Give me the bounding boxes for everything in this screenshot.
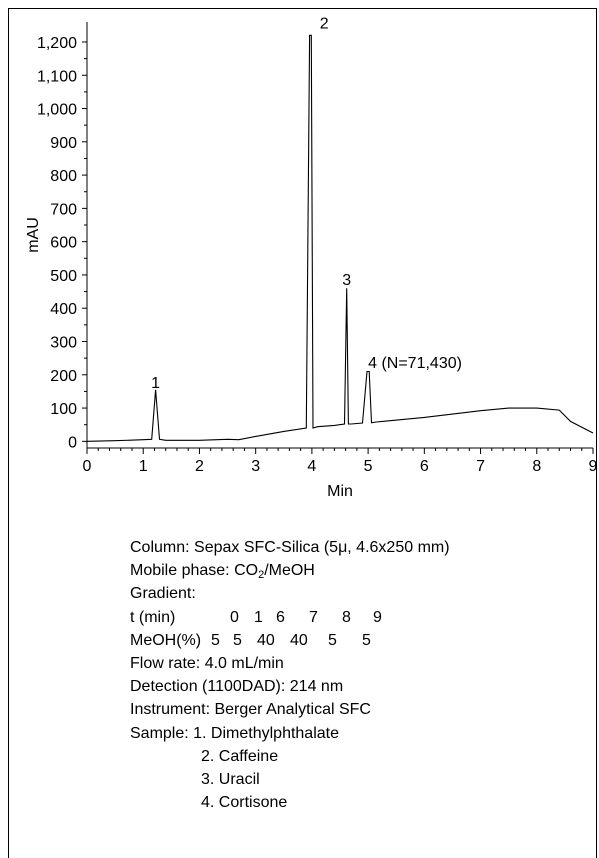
y-tick-label: 1,000 bbox=[37, 102, 77, 119]
y-tick-label: 600 bbox=[50, 235, 77, 252]
gradient-time-row: t (min) 0 1 6 7 8 9 bbox=[130, 606, 450, 629]
flow-rate-note: Flow rate: 4.0 mL/min bbox=[130, 654, 284, 672]
detection-note: Detection (1100DAD): 214 nm bbox=[130, 678, 344, 696]
y-tick-label: 0 bbox=[68, 434, 77, 451]
gradient-meoh-value: 5 bbox=[362, 631, 371, 649]
gradient-meoh-value: 5 bbox=[211, 631, 220, 649]
y-tick-label: 700 bbox=[50, 201, 77, 218]
gradient-heading: Gradient: bbox=[130, 585, 196, 603]
peak-annotation: 3 bbox=[342, 272, 351, 289]
gradient-time-value: 0 bbox=[230, 608, 239, 626]
x-tick-label: 0 bbox=[83, 458, 92, 475]
mobile-phase-suffix: /MeOH bbox=[264, 562, 315, 580]
gradient-meoh-value: 40 bbox=[257, 631, 275, 649]
y-tick-label: 100 bbox=[50, 401, 77, 418]
y-tick-label: 800 bbox=[50, 168, 77, 185]
sample-item: 4. Cortisone bbox=[201, 794, 288, 812]
instrument-note: Instrument: Berger Analytical SFC bbox=[130, 701, 371, 719]
x-axis-label: Min bbox=[327, 483, 353, 500]
peak-annotation: 2 bbox=[320, 16, 329, 33]
y-tick-label: 500 bbox=[50, 268, 77, 285]
gradient-meoh-value: 5 bbox=[233, 631, 242, 649]
x-tick-label: 3 bbox=[251, 458, 260, 475]
mobile-phase-note: Mobile phase: CO2/MeOH bbox=[130, 559, 450, 582]
method-notes: Column: Sepax SFC-Silica (5μ, 4.6x250 mm… bbox=[130, 536, 450, 814]
y-tick-label: 900 bbox=[50, 135, 77, 152]
sample-heading: Sample: 1. Dimethylphthalate bbox=[130, 724, 339, 742]
x-tick-label: 2 bbox=[195, 458, 204, 475]
x-tick-label: 7 bbox=[476, 458, 485, 475]
x-tick-label: 8 bbox=[532, 458, 541, 475]
sample-item: 2. Caffeine bbox=[201, 747, 279, 765]
y-tick-label: 1,200 bbox=[37, 35, 77, 52]
y-tick-label: 1,100 bbox=[37, 68, 77, 85]
gradient-meoh-value: 40 bbox=[290, 631, 308, 649]
x-tick-label: 1 bbox=[139, 458, 148, 475]
gradient-meoh-row: MeOH(%) 5 5 40 40 5 5 bbox=[130, 629, 450, 652]
y-axis-label: mAU bbox=[25, 217, 42, 253]
gradient-time-label: t (min) bbox=[130, 608, 176, 626]
gradient-time-value: 1 bbox=[254, 608, 263, 626]
x-tick-label: 5 bbox=[364, 458, 373, 475]
x-tick-label: 9 bbox=[589, 458, 598, 475]
x-tick-label: 6 bbox=[420, 458, 429, 475]
x-tick-label: 4 bbox=[307, 458, 316, 475]
chromatogram-chart: 0 100 200 300 400 500 600 700 800 900 1,000 1,100 1,… bbox=[25, 16, 598, 500]
peak-annotation: 1 bbox=[151, 375, 160, 392]
gradient-time-value: 7 bbox=[309, 608, 318, 626]
chromatogram-trace bbox=[86, 34, 594, 442]
gradient-time-value: 8 bbox=[342, 608, 351, 626]
gradient-time-value: 9 bbox=[373, 608, 382, 626]
column-note: Column: Sepax SFC-Silica (5μ, 4.6x250 mm… bbox=[130, 539, 450, 556]
y-tick-label: 300 bbox=[50, 335, 77, 352]
peak-annotation: 4 (N=71,430) bbox=[368, 355, 462, 372]
y-tick-label: 200 bbox=[50, 368, 77, 385]
gradient-meoh-label: MeOH(%) bbox=[130, 631, 202, 649]
mobile-phase-subscript: 2 bbox=[258, 569, 265, 582]
y-tick-label: 400 bbox=[50, 301, 77, 318]
mobile-phase-prefix: Mobile phase: CO bbox=[130, 562, 259, 580]
gradient-time-value: 6 bbox=[276, 608, 285, 626]
figure-frame bbox=[8, 8, 597, 858]
gradient-meoh-value: 5 bbox=[328, 631, 337, 649]
sample-item: 3. Uracil bbox=[201, 770, 260, 788]
